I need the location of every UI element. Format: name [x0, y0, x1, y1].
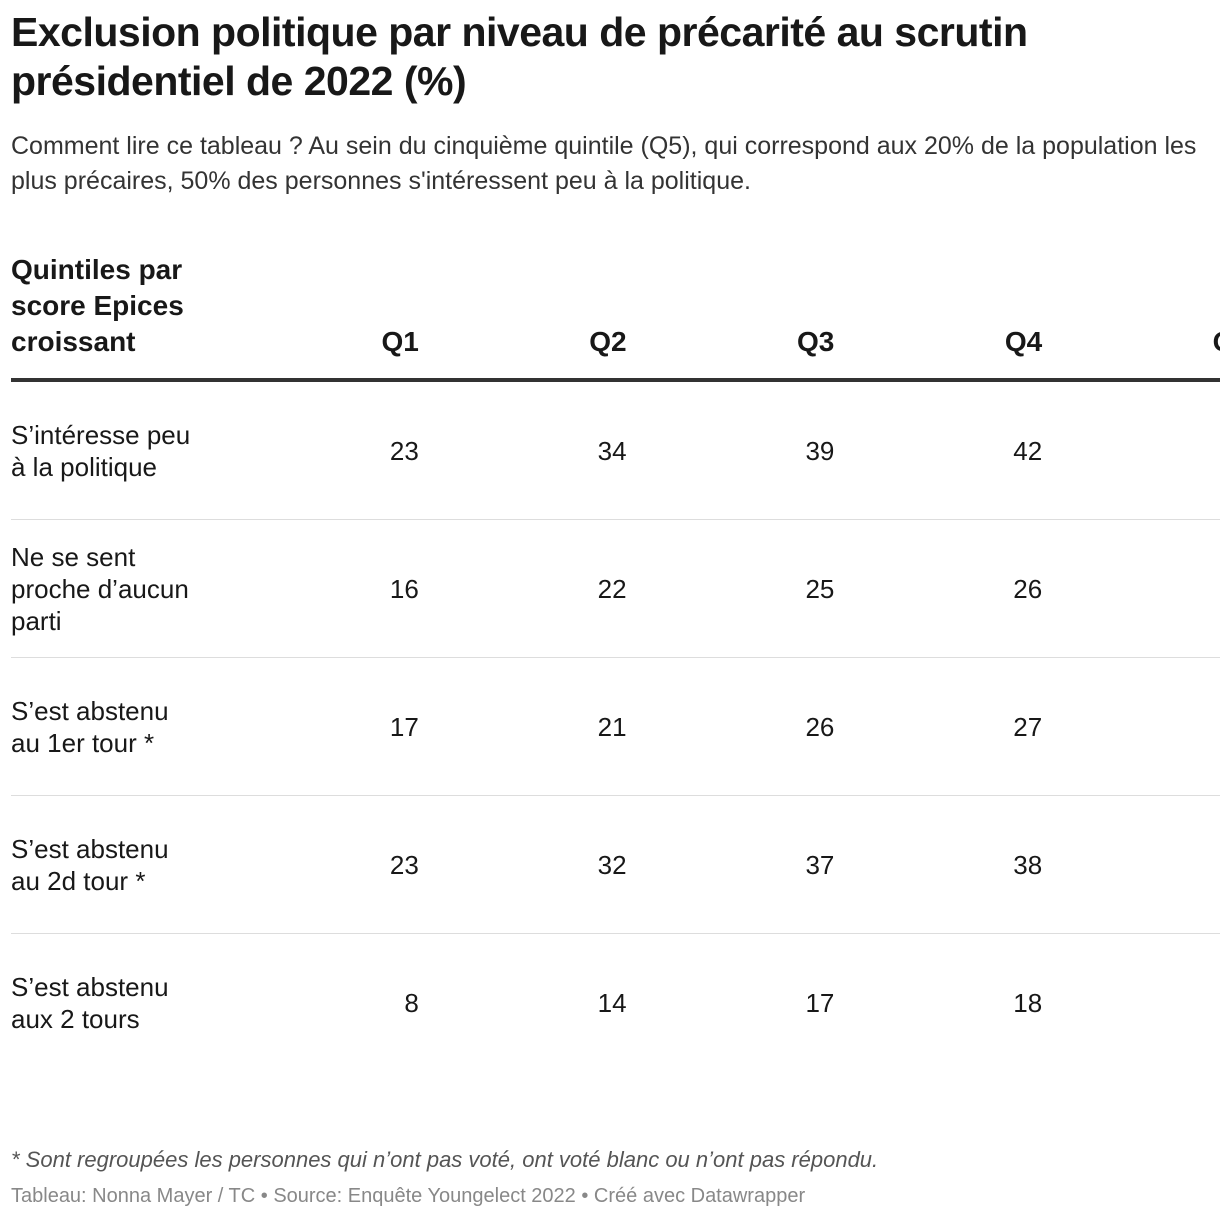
row-label: S’intéresse peu à la politique	[11, 380, 211, 520]
row-label: S’est abstenu aux 2 tours	[11, 971, 169, 1034]
column-header: Q5	[1042, 252, 1220, 382]
chart-notes: * Sont regroupées les personnes qui n’on…	[11, 1147, 879, 1172]
table-cell: 23	[211, 795, 419, 934]
table-cell: 50	[1042, 380, 1220, 520]
table-cell: 16	[211, 519, 419, 658]
table-cell: 26	[626, 657, 835, 796]
table-cell: 31	[1042, 657, 1220, 796]
table-row: S’est abstenu au 2d tour * 23 32 37 38 3…	[11, 795, 1220, 934]
table-cell: 37	[626, 795, 835, 934]
table-cell: 25	[626, 519, 835, 658]
table-row: Ne se sent proche d’aucun parti 16 22 25…	[11, 519, 1220, 658]
chart-subtitle: Comment lire ce tableau ? Au sein du cin…	[11, 132, 1197, 195]
header-row: Quintiles par score Epices croissant Q1 …	[11, 252, 1220, 382]
stub-header: Quintiles par score Epices croissant	[11, 252, 211, 382]
table-cell: 34	[418, 380, 627, 520]
table-cell: 17	[211, 657, 419, 796]
table-row: S’est abstenu au 1er tour * 17 21 26 27 …	[11, 657, 1220, 796]
table-cell: 38	[834, 795, 1043, 934]
table-row: S’est abstenu aux 2 tours 8 14 17 18 22	[11, 934, 1220, 1072]
table-cell: 26	[834, 519, 1043, 658]
table-cell: 22	[1042, 934, 1220, 1072]
table-cell: 14	[597, 987, 627, 1018]
data-table: Quintiles par score Epices croissant Q1 …	[11, 252, 1220, 1071]
table-cell: 32	[1042, 519, 1220, 658]
chart-title: Exclusion politique par niveau de précar…	[11, 9, 1028, 104]
table-cell: 17	[805, 987, 835, 1018]
column-header: Q3	[626, 252, 835, 382]
row-label: S’est abstenu au 1er tour *	[11, 657, 211, 796]
table-row: S’intéresse peu à la politique 23 34 39 …	[11, 380, 1220, 520]
table-cell: 23	[211, 380, 419, 520]
table-cell: 39	[1042, 795, 1220, 934]
row-label: Ne se sent proche d’aucun parti	[11, 519, 211, 658]
table-cell: 18	[1013, 987, 1043, 1018]
table-cell: 27	[834, 657, 1043, 796]
table-cell: 32	[418, 795, 627, 934]
table-cell: 21	[418, 657, 627, 796]
table-cell: 8	[404, 987, 419, 1018]
table-cell: 22	[418, 519, 627, 658]
table-cell: 39	[626, 380, 835, 520]
row-label: S’est abstenu au 2d tour *	[11, 795, 211, 934]
column-header: Q4	[834, 252, 1043, 382]
chart-footer: Tableau: Nonna Mayer / TC • Source: Enqu…	[11, 1185, 806, 1207]
table-cell: 42	[834, 380, 1043, 520]
column-header: Q2	[418, 252, 627, 382]
column-header: Q1	[211, 252, 419, 382]
